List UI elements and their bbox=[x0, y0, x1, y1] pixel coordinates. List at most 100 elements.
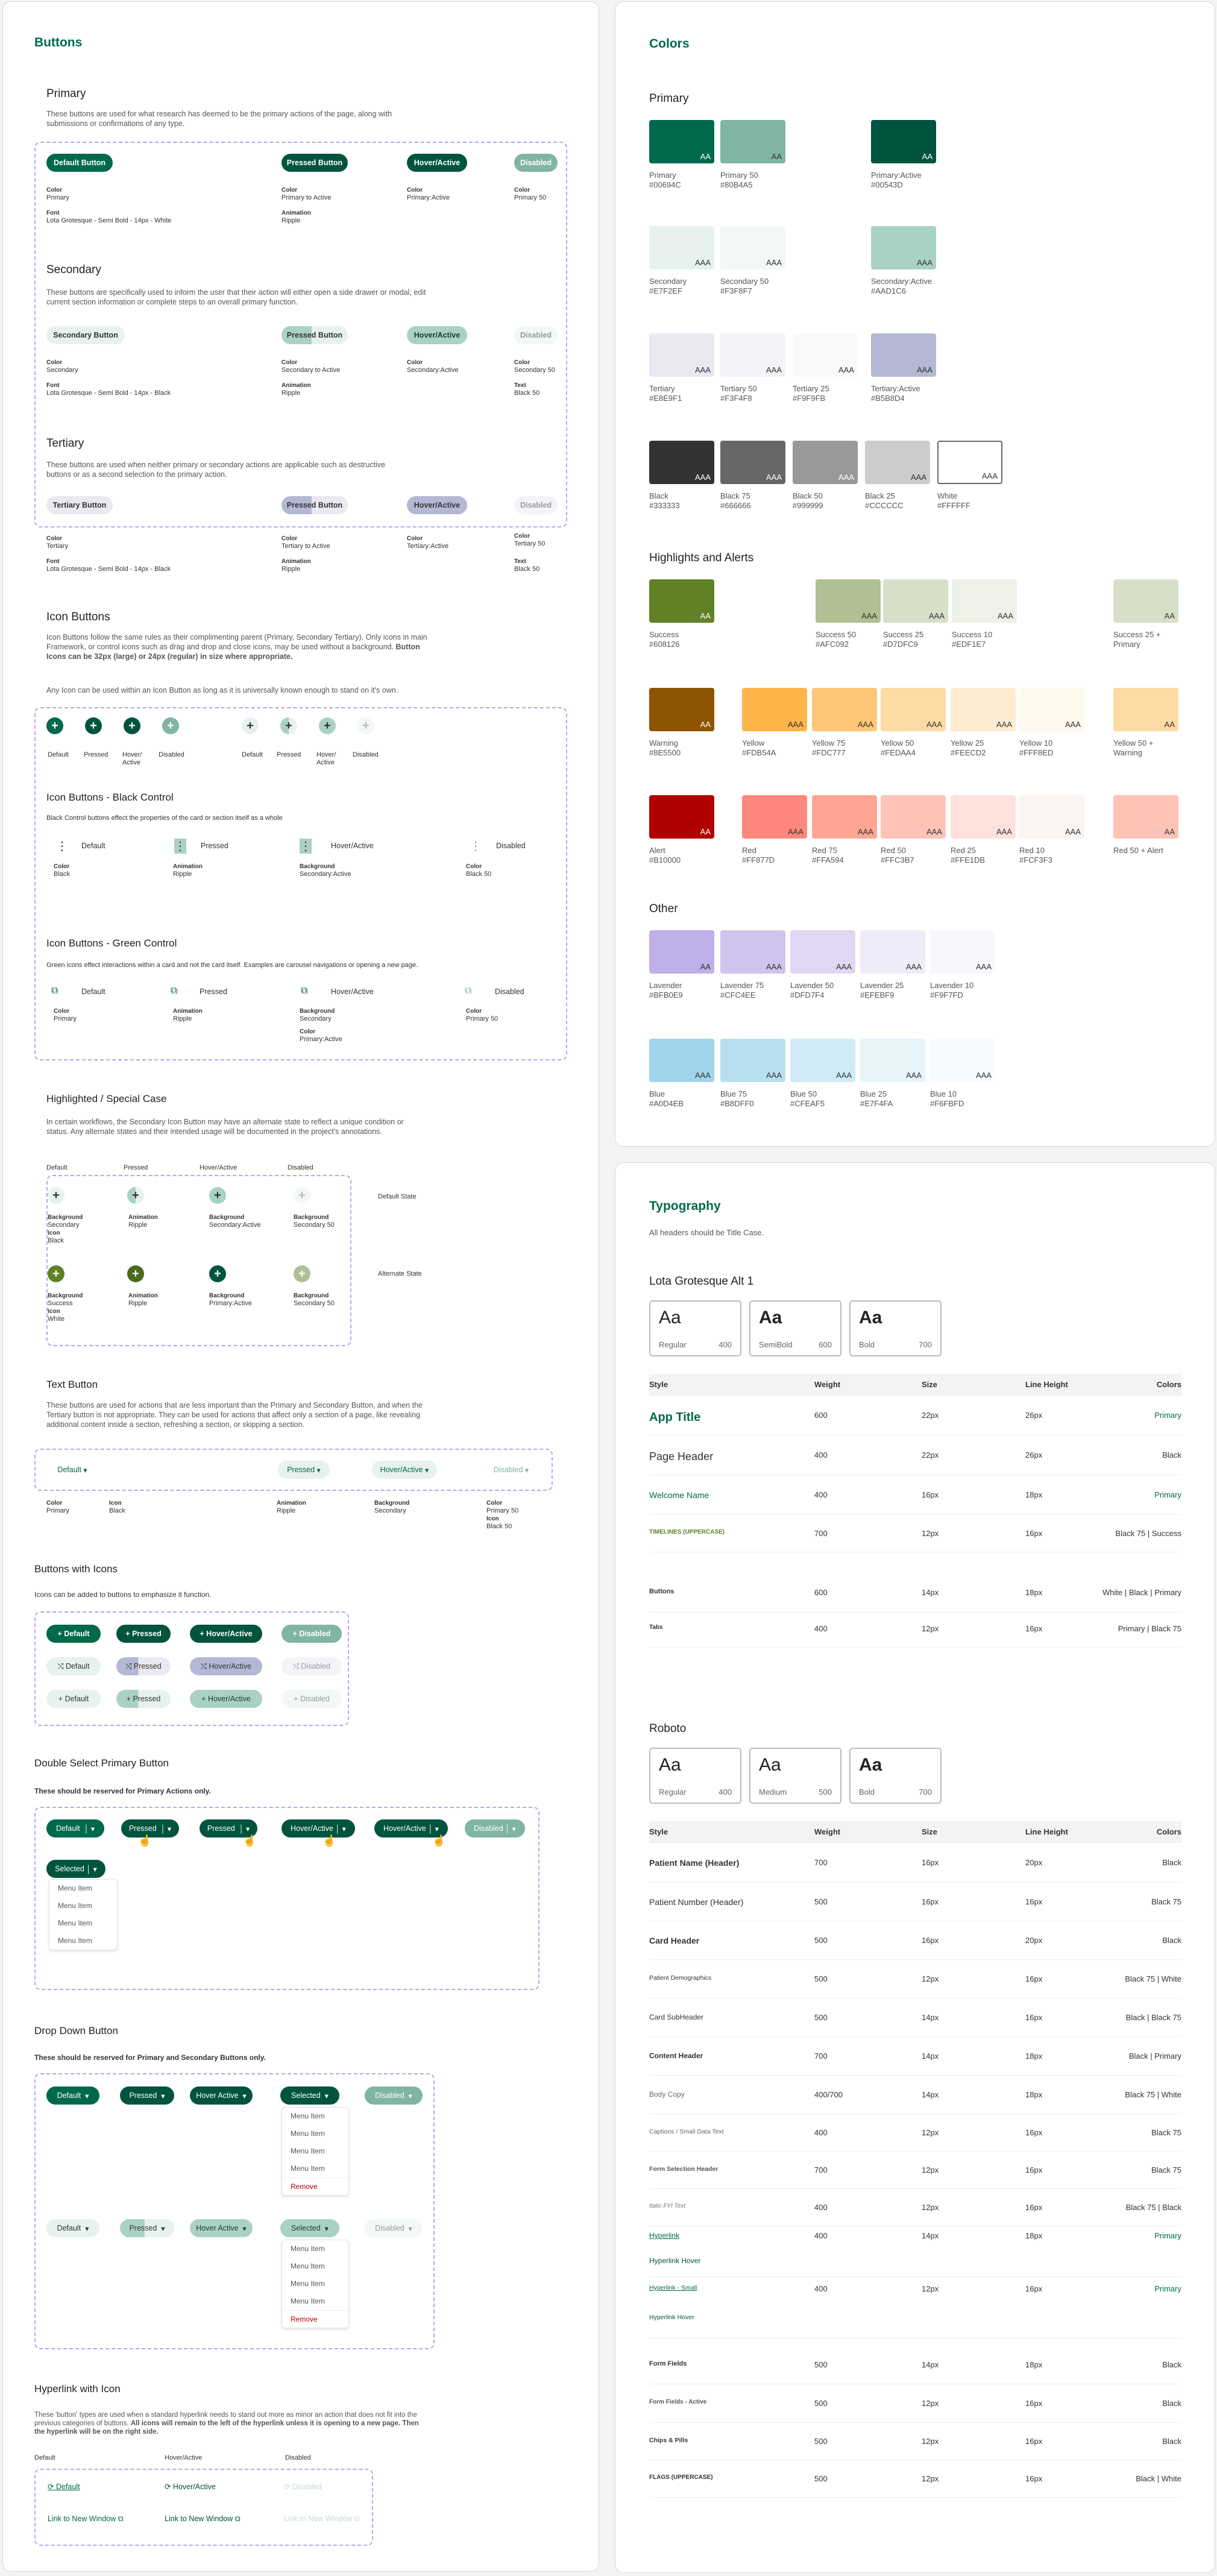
section-heading: Primary bbox=[649, 92, 689, 105]
label: Background bbox=[300, 1008, 335, 1015]
table-row: Hyperlink - Small 400 12px 16px Primary bbox=[649, 2284, 1181, 2293]
color-swatch-label: Red 75 #FFA594 bbox=[812, 846, 844, 864]
dropdown-menu: Menu Item Menu Item Menu Item Menu Item bbox=[49, 1879, 118, 1950]
label: Animation bbox=[277, 1500, 306, 1507]
double-hover-button[interactable]: Hover/Active │ ▾ bbox=[281, 1819, 355, 1838]
menu-item[interactable]: Menu Item bbox=[291, 2112, 325, 2120]
secondary-icon-hover[interactable]: ⤭ Hover/Active bbox=[190, 1657, 262, 1675]
label: Animation bbox=[128, 1214, 158, 1221]
double-pressed-button[interactable]: Pressed │ ▾ bbox=[121, 1819, 179, 1838]
text-pressed-button[interactable]: Pressed ▾ bbox=[278, 1461, 330, 1479]
section-desc: Icons can be added to buttons to emphasi… bbox=[34, 1590, 212, 1599]
tertiary-icon-hover[interactable]: + Hover/Active bbox=[190, 1690, 262, 1708]
label: Color bbox=[407, 359, 423, 366]
dropdown-default-button[interactable]: Default ▾ bbox=[46, 2086, 99, 2105]
menu-item[interactable]: Menu Item bbox=[291, 2297, 325, 2305]
label: Animation bbox=[281, 382, 311, 389]
font-weight-card: Aa Bold 700 bbox=[849, 1300, 942, 1356]
add-icon[interactable]: + bbox=[280, 717, 297, 734]
dropdown-pressed-button[interactable]: Pressed ▾ bbox=[120, 2086, 174, 2105]
add-icon[interactable]: + bbox=[127, 1265, 144, 1282]
secondary-default-button[interactable]: Secondary Button bbox=[46, 326, 125, 344]
add-icon[interactable]: + bbox=[319, 717, 336, 734]
primary-icon-hover[interactable]: + Hover/Active bbox=[190, 1625, 262, 1643]
primary-icon-default[interactable]: + Default bbox=[46, 1625, 101, 1643]
menu-item[interactable]: Menu Item bbox=[58, 1884, 92, 1892]
dropdown-hover-button[interactable]: Hover Active ▾ bbox=[190, 2086, 253, 2105]
panel-title: Colors bbox=[649, 37, 690, 51]
color-swatch-label: Blue 10 #F6FBFD bbox=[930, 1089, 964, 1108]
menu-item[interactable]: Menu Item bbox=[58, 1919, 92, 1927]
add-icon[interactable]: + bbox=[127, 1187, 144, 1204]
menu-item-remove[interactable]: Remove bbox=[282, 2310, 348, 2328]
new-window-link[interactable]: Link to New Window ⧉ bbox=[48, 2515, 124, 2523]
double-default-button[interactable]: Default │ ▾ bbox=[46, 1819, 104, 1838]
open-new-icon[interactable]: ⧉ bbox=[51, 986, 58, 996]
tertiary-icon-default[interactable]: + Default bbox=[46, 1690, 101, 1708]
hyperlink-hover[interactable]: ⟳ Hover/Active bbox=[165, 2483, 216, 2491]
add-icon[interactable]: + bbox=[242, 717, 259, 734]
color-swatch: AA bbox=[649, 930, 714, 974]
more-vertical-icon[interactable]: ⋮ bbox=[300, 839, 312, 854]
dropdown-secondary-hover[interactable]: Hover Active ▾ bbox=[190, 2219, 253, 2237]
color-swatch-label: Tertiary #E8E9F1 bbox=[649, 384, 682, 403]
menu-item[interactable]: Menu Item bbox=[291, 2244, 325, 2253]
section-heading: Icon Buttons - Green Control bbox=[46, 937, 177, 949]
secondary-hover-button[interactable]: Hover/Active bbox=[407, 326, 467, 344]
text-default-button[interactable]: Default ▾ bbox=[57, 1466, 87, 1475]
dropdown-secondary-default[interactable]: Default ▾ bbox=[46, 2219, 99, 2237]
primary-default-button[interactable]: Default Button bbox=[46, 154, 113, 172]
add-icon[interactable]: + bbox=[48, 1265, 64, 1282]
label: Hover/Active bbox=[331, 987, 374, 996]
color-swatch: AAA bbox=[720, 226, 785, 269]
new-window-link[interactable]: Link to New Window ⧉ bbox=[165, 2515, 241, 2523]
add-icon[interactable]: + bbox=[48, 1187, 64, 1204]
table-row: Body Copy 400/700 14px 18px Black 75 | White bbox=[649, 2076, 1181, 2114]
double-pressed-button[interactable]: Pressed │ ▾ bbox=[200, 1819, 257, 1838]
dropdown-selected-button[interactable]: Selected ▾ bbox=[280, 2086, 339, 2105]
text-hover-button[interactable]: Hover/Active ▾ bbox=[372, 1461, 437, 1479]
add-icon[interactable]: + bbox=[85, 717, 102, 734]
add-icon[interactable]: + bbox=[46, 717, 63, 734]
color-swatch: AA bbox=[1113, 579, 1178, 623]
more-vertical-icon[interactable]: ⋮ bbox=[174, 839, 186, 854]
add-icon[interactable]: + bbox=[209, 1187, 226, 1204]
tertiary-default-button[interactable]: Tertiary Button bbox=[46, 496, 113, 514]
color-swatch: AA bbox=[1113, 688, 1178, 731]
menu-item[interactable]: Menu Item bbox=[58, 1901, 92, 1910]
double-hover-button[interactable]: Hover/Active │ ▾ bbox=[374, 1819, 448, 1838]
more-vertical-icon[interactable]: ⋮ bbox=[56, 840, 68, 853]
secondary-pressed-button[interactable]: Pressed Button bbox=[281, 326, 348, 344]
double-selected-button[interactable]: Selected │ ▾ bbox=[46, 1860, 105, 1878]
menu-item[interactable]: Menu Item bbox=[291, 2262, 325, 2270]
color-swatch: AAA bbox=[951, 688, 1016, 731]
dropdown-secondary-pressed[interactable]: Pressed ▾ bbox=[120, 2219, 174, 2237]
add-icon[interactable]: + bbox=[124, 717, 140, 734]
color-swatch-label: Black 25 #CCCCCC bbox=[865, 491, 904, 510]
hyperlink-default[interactable]: ⟳ Default bbox=[48, 2483, 80, 2491]
tertiary-hover-button[interactable]: Hover/Active bbox=[407, 496, 467, 514]
menu-item[interactable]: Menu Item bbox=[58, 1936, 92, 1945]
color-swatch-label: Red 25 #FFE1DB bbox=[951, 846, 986, 864]
menu-item[interactable]: Menu Item bbox=[291, 2164, 325, 2173]
color-swatch-label: Success 25 + Primary bbox=[1113, 630, 1161, 649]
value: Ripple bbox=[281, 389, 301, 397]
table-row: App Title 600 22px 26px Primary bbox=[649, 1396, 1181, 1435]
menu-item[interactable]: Menu Item bbox=[291, 2129, 325, 2138]
primary-icon-pressed[interactable]: + Pressed bbox=[116, 1625, 171, 1643]
menu-item-remove[interactable]: Remove bbox=[282, 2178, 348, 2195]
table-row: Hyperlink 400 14px 18px Primary bbox=[649, 2231, 1181, 2240]
tertiary-icon-pressed[interactable]: + Pressed bbox=[116, 1690, 171, 1708]
section-desc: These buttons are used when neither prim… bbox=[46, 461, 386, 479]
add-icon[interactable]: + bbox=[209, 1265, 226, 1282]
secondary-icon-default[interactable]: ⤭ Default bbox=[46, 1657, 101, 1675]
secondary-icon-pressed[interactable]: ⤭ Pressed bbox=[116, 1657, 171, 1675]
primary-pressed-button[interactable]: Pressed Button bbox=[281, 154, 348, 172]
menu-item[interactable]: Menu Item bbox=[291, 2147, 325, 2155]
tertiary-pressed-button[interactable]: Pressed Button bbox=[281, 496, 348, 514]
dropdown-secondary-selected[interactable]: Selected ▾ bbox=[280, 2219, 339, 2237]
primary-hover-button[interactable]: Hover/Active bbox=[407, 154, 467, 172]
open-new-icon[interactable]: ⧉ bbox=[171, 986, 178, 996]
menu-item[interactable]: Menu Item bbox=[291, 2279, 325, 2288]
open-new-icon[interactable]: ⧉ bbox=[301, 986, 308, 996]
